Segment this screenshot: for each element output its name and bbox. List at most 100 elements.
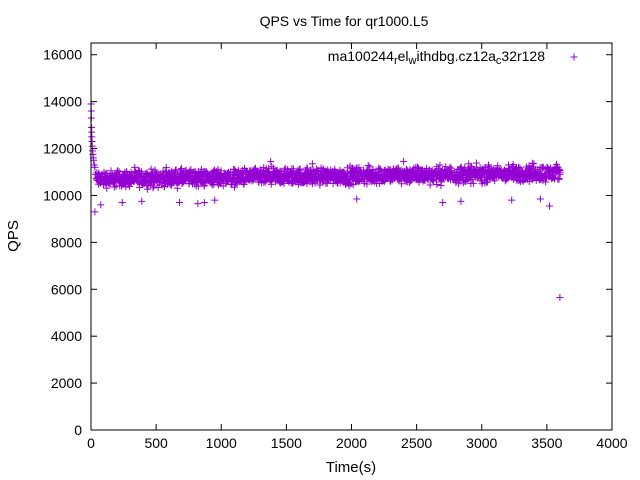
data-point bbox=[176, 198, 184, 206]
chart-title: QPS vs Time for qr1000.L5 bbox=[260, 13, 429, 29]
data-point bbox=[200, 198, 208, 206]
data-point bbox=[364, 162, 372, 170]
data-point bbox=[426, 181, 434, 189]
data-point bbox=[363, 180, 371, 188]
plot-frame bbox=[90, 42, 613, 431]
data-point bbox=[352, 165, 360, 173]
x-tick-label: 1500 bbox=[271, 435, 302, 451]
data-point bbox=[147, 165, 155, 173]
data-point bbox=[268, 163, 276, 171]
data-point bbox=[267, 157, 275, 165]
data-point bbox=[530, 160, 538, 168]
data-point bbox=[131, 163, 139, 171]
data-point bbox=[151, 168, 159, 176]
data-point bbox=[340, 179, 348, 187]
data-point bbox=[439, 198, 447, 206]
data-point bbox=[92, 175, 100, 183]
data-point bbox=[92, 170, 100, 178]
data-point bbox=[103, 184, 111, 192]
data-point bbox=[91, 163, 99, 171]
data-point bbox=[267, 180, 275, 188]
data-point bbox=[555, 174, 563, 182]
data-point bbox=[457, 197, 465, 205]
y-tick-label: 12000 bbox=[43, 141, 82, 157]
data-point bbox=[240, 180, 248, 188]
data-point bbox=[376, 165, 384, 173]
data-point bbox=[91, 208, 99, 216]
legend-marker-plus-icon bbox=[570, 53, 578, 61]
legend-series-label: ma100244relwithdbg.cz12ac32r128 bbox=[328, 48, 545, 67]
data-point bbox=[469, 179, 477, 187]
data-point bbox=[369, 166, 377, 174]
data-point bbox=[457, 164, 465, 172]
data-point bbox=[432, 176, 440, 184]
data-point bbox=[168, 167, 176, 175]
data-point bbox=[436, 161, 444, 169]
data-point bbox=[97, 201, 105, 209]
data-point bbox=[316, 181, 324, 189]
data-point bbox=[400, 157, 408, 165]
x-tick-label: 2000 bbox=[336, 435, 367, 451]
y-tick-label: 4000 bbox=[51, 328, 82, 344]
data-point bbox=[154, 184, 162, 192]
data-point bbox=[150, 182, 158, 190]
data-point bbox=[468, 163, 476, 171]
data-point bbox=[138, 168, 146, 176]
data-point bbox=[472, 159, 480, 167]
x-tick-label: 0 bbox=[87, 435, 95, 451]
data-point bbox=[132, 168, 140, 176]
data-point bbox=[549, 173, 557, 181]
legend-plus-icon bbox=[570, 53, 578, 61]
x-tick-label: 500 bbox=[144, 435, 168, 451]
data-point bbox=[217, 167, 225, 175]
y-tick-label: 16000 bbox=[43, 47, 82, 63]
data-point bbox=[545, 202, 553, 210]
y-tick-label: 2000 bbox=[51, 375, 82, 391]
data-point bbox=[395, 164, 403, 172]
data-point bbox=[468, 175, 476, 183]
y-axis-label: QPS bbox=[5, 220, 22, 252]
x-tick-label: 2500 bbox=[401, 435, 432, 451]
data-point bbox=[435, 165, 443, 173]
data-point bbox=[280, 180, 288, 188]
data-points bbox=[87, 100, 564, 301]
data-point bbox=[433, 180, 441, 188]
data-point bbox=[194, 200, 202, 208]
data-point bbox=[144, 185, 152, 193]
y-tick-label: 6000 bbox=[51, 281, 82, 297]
data-point bbox=[168, 180, 176, 188]
y-tick-label: 8000 bbox=[51, 234, 82, 250]
data-point bbox=[393, 164, 401, 172]
x-tick-label: 3000 bbox=[466, 435, 497, 451]
data-point bbox=[556, 170, 564, 178]
data-point bbox=[556, 293, 564, 301]
data-point bbox=[214, 165, 222, 173]
data-point bbox=[485, 162, 493, 170]
data-point bbox=[446, 163, 454, 171]
data-point bbox=[194, 182, 202, 190]
data-point bbox=[211, 196, 219, 204]
data-point bbox=[353, 195, 361, 203]
x-tick-label: 4000 bbox=[596, 435, 627, 451]
data-point bbox=[138, 197, 146, 205]
y-tick-label: 14000 bbox=[43, 94, 82, 110]
data-point bbox=[239, 179, 247, 187]
data-point bbox=[296, 165, 304, 173]
data-point bbox=[173, 184, 181, 192]
data-point bbox=[397, 180, 405, 188]
data-point bbox=[355, 164, 363, 172]
y-tick-label: 10000 bbox=[43, 187, 82, 203]
data-point bbox=[308, 160, 316, 168]
data-point bbox=[161, 182, 169, 190]
data-point bbox=[447, 164, 455, 172]
data-point bbox=[331, 167, 339, 175]
y-tick-label: 0 bbox=[74, 422, 82, 438]
data-point bbox=[126, 182, 134, 190]
x-axis-ticks: 0 500 1000 1500 2000 2500 3000 3500 4000 bbox=[87, 43, 628, 451]
x-tick-label: 1000 bbox=[206, 435, 237, 451]
y-axis-ticks: 0 2000 4000 6000 8000 10000 12000 14000 16000 bbox=[43, 47, 612, 438]
legend: ma100244relwithdbg.cz12ac32r128 bbox=[328, 48, 578, 67]
data-point bbox=[118, 198, 126, 206]
x-axis-label: Time(s) bbox=[326, 459, 376, 476]
